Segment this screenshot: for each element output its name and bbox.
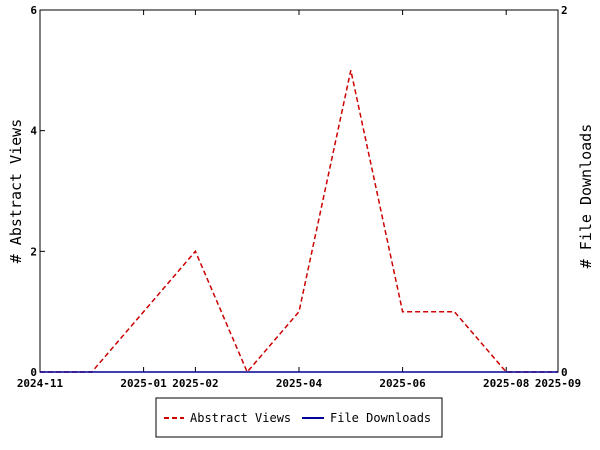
x-tick-label: 2024-11 <box>17 377 64 390</box>
legend-label-file-downloads: File Downloads <box>330 411 431 425</box>
x-tick-label: 2025-04 <box>276 377 323 390</box>
y-left-tick-label: 4 <box>30 125 37 138</box>
y-left-axis-label: # Abstract Views <box>7 119 25 264</box>
x-axis-ticks: 2024-11 2025-01 2025-02 2025-04 2025-06 2025-… <box>17 10 581 390</box>
x-tick-label: 2025-01 <box>120 377 167 390</box>
y-left-tick-label: 2 <box>30 245 37 258</box>
x-tick-label: 2025-09 <box>535 377 581 390</box>
series-line-abstract-views <box>40 70 558 374</box>
plot-area <box>39 9 559 373</box>
x-tick-label: 2025-06 <box>379 377 426 390</box>
legend: Abstract Views File Downloads <box>155 397 443 438</box>
legend-label-abstract-views: Abstract Views <box>190 411 291 425</box>
y-right-axis-label: # File Downloads <box>577 124 595 269</box>
x-tick-label: 2025-02 <box>172 377 218 390</box>
y-right-tick-label: 0 <box>561 366 568 379</box>
y-left-tick-label: 6 <box>30 4 37 17</box>
series-layer <box>40 70 558 374</box>
y-left-tick-label: 0 <box>30 366 37 379</box>
y-right-tick-label: 2 <box>561 4 568 17</box>
legend-box <box>155 397 443 438</box>
x-tick-label: 2025-08 <box>483 377 529 390</box>
